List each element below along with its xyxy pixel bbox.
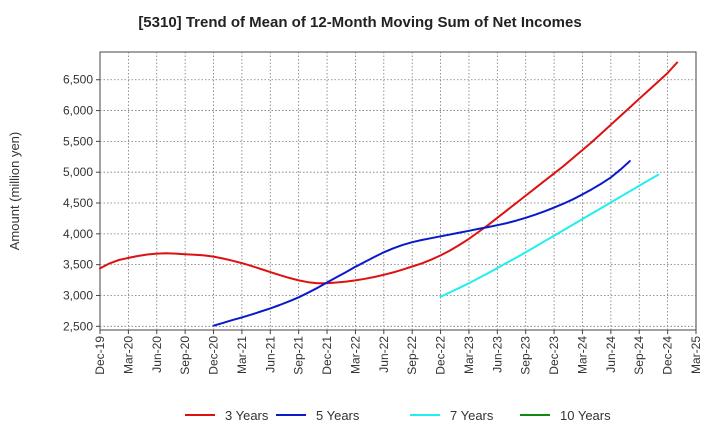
y-tick-label: 4,000 — [63, 227, 93, 241]
y-tick-label: 3,500 — [63, 258, 93, 272]
x-tick-label: Dec-22 — [434, 336, 448, 375]
x-tick-label: Sep-23 — [519, 336, 533, 375]
x-tick-label: Sep-24 — [632, 336, 646, 375]
x-tick-label: Dec-21 — [320, 336, 334, 375]
series-line — [212, 160, 631, 327]
legend-label: 5 Years — [316, 408, 360, 423]
x-tick-label: Mar-23 — [462, 336, 476, 374]
series-line — [439, 173, 660, 298]
x-tick-label: Dec-20 — [207, 336, 221, 375]
y-tick-label: 4,500 — [63, 196, 93, 210]
legend-label: 7 Years — [450, 408, 494, 423]
x-tick-label: Jun-20 — [150, 336, 164, 373]
y-tick-label: 6,500 — [63, 73, 93, 87]
x-tick-label: Dec-19 — [93, 336, 107, 375]
x-tick-labels: Dec-19 Mar-20 Jun-20 Sep-20 Dec-20 Mar-21 Jun-… — [93, 330, 703, 375]
x-tick-label: Sep-22 — [405, 336, 419, 375]
x-tick-label: Jun-23 — [490, 336, 504, 373]
x-tick-label: Dec-23 — [547, 336, 561, 375]
series-lines — [99, 61, 679, 327]
x-tick-label: Jun-22 — [377, 336, 391, 373]
y-tick-label: 5,000 — [63, 165, 93, 179]
x-tick-label: Mar-22 — [348, 336, 362, 374]
series-line — [99, 61, 679, 285]
x-tick-label: Mar-20 — [121, 336, 135, 374]
x-tick-label: Mar-24 — [575, 336, 589, 374]
y-tick-label: 6,000 — [63, 104, 93, 118]
x-tick-label: Jun-21 — [263, 336, 277, 373]
y-axis-title: Amount (million yen) — [7, 132, 22, 251]
plot-area — [99, 51, 697, 331]
legend: 3 Years 5 Years 7 Years 10 Years — [185, 408, 611, 423]
x-tick-label: Jun-24 — [604, 336, 618, 373]
legend-label: 3 Years — [225, 408, 269, 423]
y-tick-labels: 2,500 3,000 3,500 4,000 4,500 5,000 5,500 6,000… — [63, 73, 100, 333]
x-tick-label: Mar-25 — [689, 336, 703, 374]
x-tick-label: Sep-20 — [178, 336, 192, 375]
x-tick-label: Sep-21 — [292, 336, 306, 375]
x-tick-label: Mar-21 — [235, 336, 249, 374]
y-tick-label: 5,500 — [63, 134, 93, 148]
y-tick-label: 2,500 — [63, 319, 93, 333]
y-tick-label: 3,000 — [63, 288, 93, 302]
chart-title: [5310] Trend of Mean of 12-Month Moving … — [138, 14, 582, 31]
legend-label: 10 Years — [560, 408, 611, 423]
x-tick-label: Dec-24 — [661, 336, 675, 375]
